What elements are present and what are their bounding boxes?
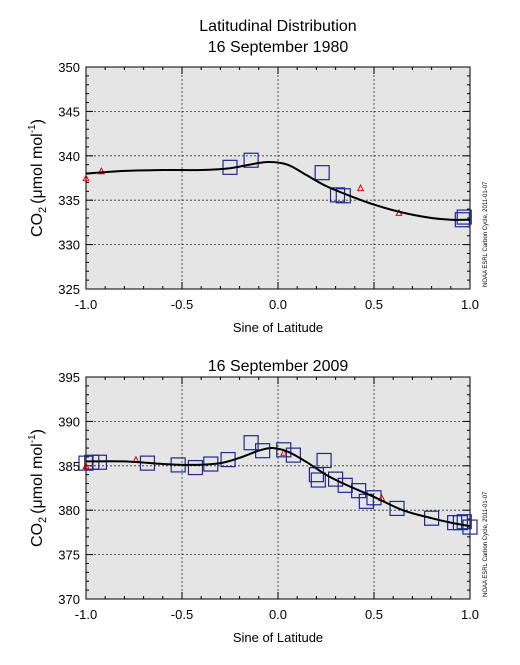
- chart-2009-square-point: [276, 442, 292, 458]
- chart-2009-y-label-sub: 2: [37, 517, 49, 523]
- chart-2009-y-tick-label: 385: [58, 459, 80, 474]
- chart-1980-square-point: [243, 152, 259, 168]
- chart-1980-square-point: [329, 187, 346, 203]
- chart-1980-y-tick-label: 340: [58, 149, 80, 164]
- chart-1980-y-label-main: CO: [29, 213, 46, 237]
- chart-2009-x-tick-label: -1.0: [75, 607, 97, 622]
- chart-1980-y-tick-label: 325: [58, 282, 80, 297]
- chart-1980-y-tick-label: 350: [58, 60, 80, 75]
- chart-2009-data-series: [78, 435, 478, 535]
- chart-1980-y-tick-labels: 325 330 335 340 345 350: [58, 60, 80, 297]
- chart-1980-y-tick-label: 335: [58, 193, 80, 208]
- chart-2009-square-point: [328, 471, 344, 487]
- chart-1980-y-label-sub: 2: [37, 207, 49, 213]
- chart-2009: 16 September 2009 -1.0 -0.5 0.0 0.5 1.0 3703…: [27, 358, 489, 645]
- chart-2009-plot-frame: [85, 376, 471, 600]
- chart-2009-square-point: [187, 459, 204, 476]
- chart-1980-x-tick-label: 1.0: [461, 297, 479, 312]
- chart-2009-fit-curve: [85, 446, 471, 528]
- chart-2009-x-axis-label: Sine of Latitude: [233, 630, 323, 645]
- chart-1980-title-line1: Latitudinal Distribution: [199, 18, 356, 35]
- chart-2009-square-point: [462, 519, 478, 535]
- chart-2009-square-point: [310, 472, 326, 488]
- chart-1980-y-tick-label: 330: [58, 238, 80, 253]
- chart-2009-x-tick-label: 0.0: [269, 607, 287, 622]
- chart-1980-triangle-point: [97, 166, 105, 175]
- chart-2009-square-point: [351, 483, 367, 499]
- chart-1980-x-axis-label: Sine of Latitude: [233, 320, 323, 335]
- chart-2009-y-tick-label: 390: [58, 414, 80, 429]
- chart-2009-square-point: [243, 435, 259, 451]
- chart-2009-x-tick-label: 0.5: [365, 607, 383, 622]
- chart-1980-credit: NOAA ESRL Carbon Cycle, 2011-01-07: [483, 181, 489, 287]
- chart-2009-y-axis-label: CO2 (μmol mol-1): [27, 429, 49, 547]
- chart-2009-square-point: [366, 490, 382, 506]
- chart-2009-x-tick-label: 1.0: [461, 607, 479, 622]
- chart-1980-x-tick-label: 0.5: [365, 297, 383, 312]
- chart-2009-y-label-main: CO: [29, 523, 46, 547]
- chart-2009-square-point: [389, 500, 405, 517]
- chart-2009-y-label-unit: (μmol mol: [29, 443, 46, 514]
- chart-2009-y-tick-label: 375: [58, 548, 80, 563]
- chart-1980-triangle-point: [82, 174, 90, 182]
- chart-1980-plot-frame: [85, 66, 471, 290]
- chart-2009-gridlines: [86, 377, 470, 599]
- chart-2009-y-tick-label: 380: [58, 503, 80, 518]
- chart-1980-square-point: [456, 209, 472, 225]
- chart-1980-title-line2: 16 September 1980: [208, 39, 349, 56]
- chart-1980-y-tick-label: 345: [58, 104, 80, 119]
- chart-1980-y-label-close: ): [29, 119, 46, 124]
- chart-1980-y-axis-label: CO2 (μmol mol-1): [27, 119, 49, 237]
- chart-1980-fit-curve: [85, 160, 471, 221]
- chart-2009-y-label-close: ): [29, 429, 46, 434]
- chart-1980-data-series: [82, 152, 472, 228]
- chart-2009-x-tick-labels: -1.0 -0.5 0.0 0.5 1.0: [75, 607, 479, 622]
- chart-2009-square-point: [456, 514, 472, 530]
- chart-2009-y-tick-label: 395: [58, 370, 80, 385]
- chart-2009-square-point: [424, 510, 440, 526]
- chart-1980-x-tick-label: 0.0: [269, 297, 287, 312]
- chart-1980-gridlines: [86, 67, 470, 289]
- chart-1980-square-point: [314, 165, 330, 181]
- chart-2009-triangle-point: [280, 448, 288, 456]
- chart-1980-y-label-sup: -1: [27, 124, 38, 133]
- chart-1980-y-label-unit: (μmol mol: [29, 133, 46, 204]
- chart-1980-x-tick-labels: -1.0 -0.5 0.0 0.5 1.0: [75, 297, 479, 312]
- chart-2009-y-tick-labels: 370 375 380 385 390 395: [58, 370, 80, 607]
- chart-1980: Latitudinal Distribution 16 September 19…: [27, 18, 489, 335]
- chart-1980-x-tick-label: -0.5: [171, 297, 193, 312]
- chart-1980-x-tick-label: -1.0: [75, 297, 97, 312]
- chart-2009-y-tick-label: 370: [58, 592, 80, 607]
- chart-2009-credit: NOAA ESRL Carbon Cycle, 2011-01-07: [483, 491, 489, 597]
- chart-2009-title: 16 September 2009: [208, 358, 349, 375]
- chart-2009-x-tick-label: -0.5: [171, 607, 193, 622]
- chart-2009-square-point: [316, 452, 332, 469]
- chart-2009-y-label-sup: -1: [27, 434, 38, 443]
- chart-2009-triangle-point: [82, 461, 90, 470]
- chart-1980-triangle-point: [356, 183, 365, 192]
